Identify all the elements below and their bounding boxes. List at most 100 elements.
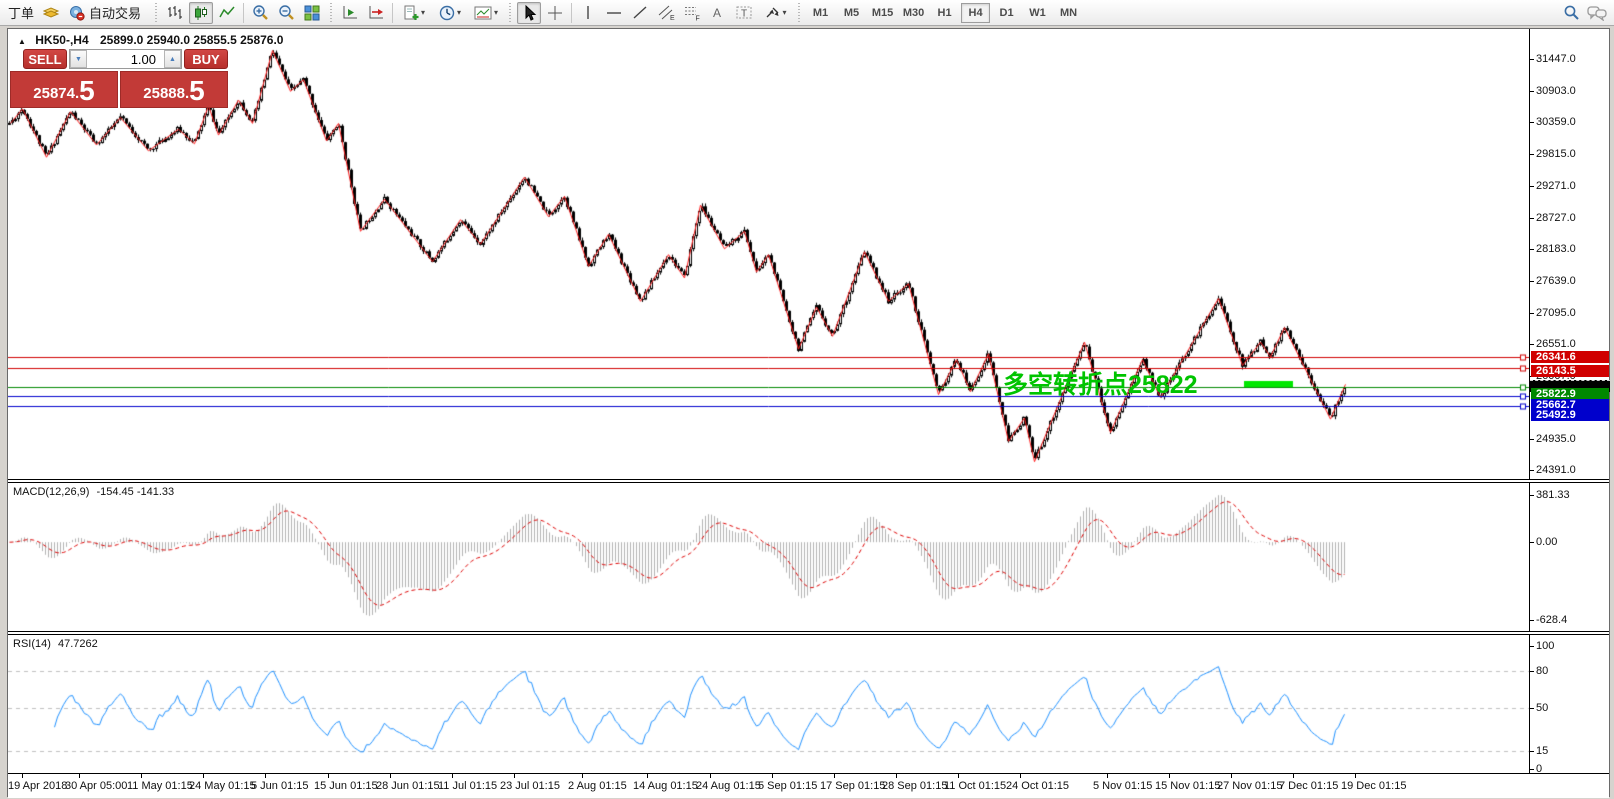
volume-increase-button[interactable]: ▲ (164, 50, 181, 68)
collapse-triangle-icon[interactable]: ▲ (18, 37, 26, 46)
buy-price-button[interactable]: 25888. 5 (120, 71, 228, 108)
time-tick-label: 24 May 01:15 (189, 780, 256, 792)
volume-decrease-button[interactable]: ▼ (70, 50, 87, 68)
toolbar-separator (243, 2, 245, 23)
price-chart-plot[interactable] (8, 29, 1529, 479)
macd-axis[interactable]: 381.33 0.00 -628.4 (1529, 483, 1609, 631)
rsi-label: RSI(14) 47.7262 (13, 638, 98, 650)
sell-button[interactable]: SELL (23, 49, 67, 69)
time-tick-label: 15 Jun 01:15 (314, 780, 378, 792)
axis-tick-mark (1530, 620, 1534, 621)
vertical-line-button[interactable] (576, 2, 600, 24)
timeframe-button-d1[interactable]: D1 (999, 6, 1014, 19)
arrows-button[interactable]: ▾ (758, 2, 792, 24)
cursor-button[interactable] (517, 1, 542, 24)
time-tick-label: 19 Dec 01:15 (1341, 780, 1407, 792)
macd-plot[interactable] (8, 483, 1529, 631)
periods-button[interactable]: ▾ (433, 2, 467, 24)
timeframe-button-m15[interactable]: M15 (871, 6, 894, 19)
chat-button[interactable] (1585, 2, 1609, 24)
toolbar-grip[interactable] (507, 2, 514, 23)
axis-tick-mark (1530, 671, 1534, 672)
autotrade-icon (70, 5, 85, 21)
trendline-button[interactable] (628, 2, 652, 24)
order-book-icon[interactable] (39, 2, 63, 24)
axis-tick-mark (1530, 91, 1534, 92)
new-chart-button[interactable]: ▾ (397, 2, 431, 24)
sell-price-button[interactable]: 25874. 5 (10, 71, 118, 108)
axis-tick-mark (1530, 769, 1534, 770)
new-chart-icon (404, 5, 419, 20)
text-label-button[interactable]: T (732, 2, 756, 24)
toolbar-grip[interactable] (796, 2, 803, 23)
timeframe-button-m30[interactable]: M30 (902, 6, 925, 19)
axis-tick-label: 100 (1536, 640, 1555, 652)
time-tick-mark (896, 774, 897, 778)
fibonacci-button[interactable]: F (680, 2, 704, 24)
search-button[interactable] (1559, 2, 1583, 24)
axis-tick-mark (1530, 495, 1534, 496)
time-tick-label: 15 Nov 01:15 (1155, 780, 1221, 792)
time-tick-label: 5 Jun 01:15 (251, 780, 309, 792)
candlestick-chart-button[interactable] (189, 1, 214, 24)
time-tick-label: 23 Jul 01:15 (500, 780, 560, 792)
text-button[interactable]: A (706, 2, 730, 24)
time-tick-mark (1231, 774, 1232, 778)
timeframe-button-h4[interactable]: H4 (961, 2, 991, 23)
rsi-plot[interactable] (8, 635, 1529, 773)
timeframe-button-w1[interactable]: W1 (1029, 6, 1046, 19)
time-tick-label: 2 Aug 01:15 (568, 780, 627, 792)
templates-button[interactable]: ▾ (469, 2, 503, 24)
volume-value[interactable]: 1.00 (130, 51, 156, 67)
order-button[interactable]: 丁单 (8, 6, 35, 21)
toolbar-grip[interactable] (153, 2, 160, 23)
pane-splitter[interactable] (8, 479, 1609, 483)
timeframe-button-h1[interactable]: H1 (937, 6, 952, 19)
timeframe-button-mn[interactable]: MN (1059, 6, 1078, 19)
axis-tick-mark (1530, 751, 1534, 752)
time-tick-label: 7 Dec 01:15 (1279, 780, 1339, 792)
timeframe-button-m1[interactable]: M1 (812, 6, 829, 19)
autotrading-button[interactable]: 自动交易 (65, 2, 149, 24)
time-axis[interactable]: 19 Apr 2018 30 Apr 05:00 11 May 01:15 24 Ma… (8, 773, 1609, 798)
tile-windows-button[interactable] (300, 2, 324, 24)
bar-chart-button[interactable] (163, 2, 187, 24)
toolbar-grip[interactable] (328, 2, 335, 23)
time-tick-mark (203, 774, 204, 778)
channel-button[interactable]: E (654, 2, 678, 24)
level-price-label: 25492.9 (1531, 408, 1609, 421)
line-chart-button[interactable] (215, 2, 239, 24)
svg-text:A: A (713, 6, 721, 20)
macd-pane: MACD(12,26,9) -154.45 -141.33 381.33 0.00… (8, 483, 1609, 631)
axis-tick-mark (1530, 470, 1534, 471)
time-tick-label: 27 Nov 01:15 (1217, 780, 1283, 792)
zoom-out-button[interactable] (274, 2, 298, 24)
time-tick-mark (79, 774, 80, 778)
auto-scroll-button[interactable] (338, 2, 362, 24)
axis-tick-label: 31447.0 (1536, 53, 1576, 65)
time-tick-label: 14 Aug 01:15 (633, 780, 698, 792)
macd-values: -154.45 -141.33 (96, 486, 175, 498)
timeframe-button-m5[interactable]: M5 (843, 6, 860, 19)
rsi-axis[interactable]: 100 80 50 15 0 (1529, 635, 1609, 775)
level-price-label: 26143.5 (1531, 365, 1609, 377)
horizontal-line-button[interactable] (602, 2, 626, 24)
chart-shift-button[interactable] (364, 2, 388, 24)
axis-tick-label: 29271.0 (1536, 180, 1576, 192)
trendline-icon (633, 6, 647, 19)
buy-button[interactable]: BUY (184, 49, 228, 69)
crosshair-button[interactable] (543, 2, 567, 24)
axis-tick-label: 15 (1536, 745, 1549, 757)
pane-splitter[interactable] (8, 631, 1609, 635)
chart-shift-icon (369, 6, 383, 19)
time-tick-mark (514, 774, 515, 778)
workspace: ▲ HK50-,H4 25899.0 25940.0 25855.5 25876… (0, 27, 1614, 799)
time-tick-label: 11 Oct 01:15 (944, 780, 1007, 792)
axis-tick-mark (1530, 249, 1534, 250)
price-pane: ▲ HK50-,H4 25899.0 25940.0 25855.5 25876… (8, 29, 1610, 479)
axis-tick-mark (1530, 154, 1534, 155)
zoom-in-button[interactable] (248, 2, 272, 24)
time-tick-label: 28 Jun 01:15 (376, 780, 440, 792)
price-axis[interactable]: 31447.0 30903.0 30359.0 29815.0 29271.0 28727… (1529, 29, 1610, 479)
